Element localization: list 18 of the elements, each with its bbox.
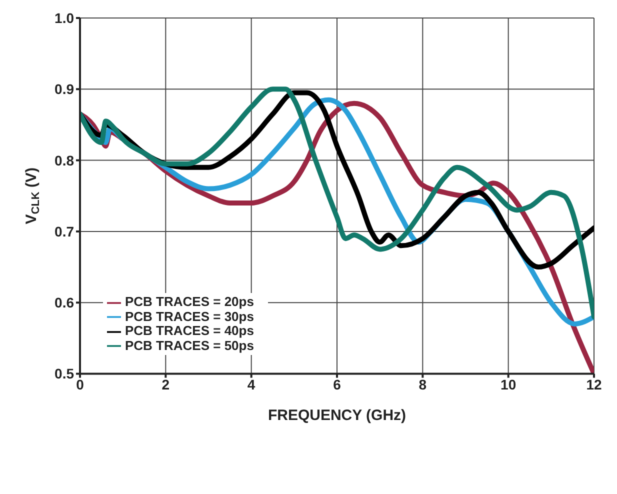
y-tick-label: 0.8 [54, 152, 74, 168]
legend-label: PCB TRACES = 30ps [125, 308, 254, 324]
x-tick-label: 6 [333, 376, 342, 393]
y-tick-label: 0.7 [54, 223, 74, 240]
x-axis-title: FREQUENCY (GHz) [268, 406, 406, 424]
x-tick-label: 8 [418, 376, 427, 393]
legend-label: PCB TRACES = 40ps [125, 323, 254, 338]
y-tick-label: 0.9 [54, 81, 74, 98]
x-tick-label: 0 [76, 376, 84, 393]
y-tick-label: 1.0 [54, 10, 74, 26]
x-tick-label: 10 [500, 376, 516, 393]
y-tick-label: 0.5 [54, 366, 74, 382]
x-tick-label: 2 [162, 376, 170, 393]
x-tick-label: 4 [247, 376, 256, 393]
legend-label: PCB TRACES = 50ps [125, 338, 254, 353]
legend-label: PCB TRACES = 20ps [125, 294, 254, 309]
y-tick-label: 0.6 [54, 294, 74, 311]
x-tick-label: 12 [586, 376, 602, 393]
